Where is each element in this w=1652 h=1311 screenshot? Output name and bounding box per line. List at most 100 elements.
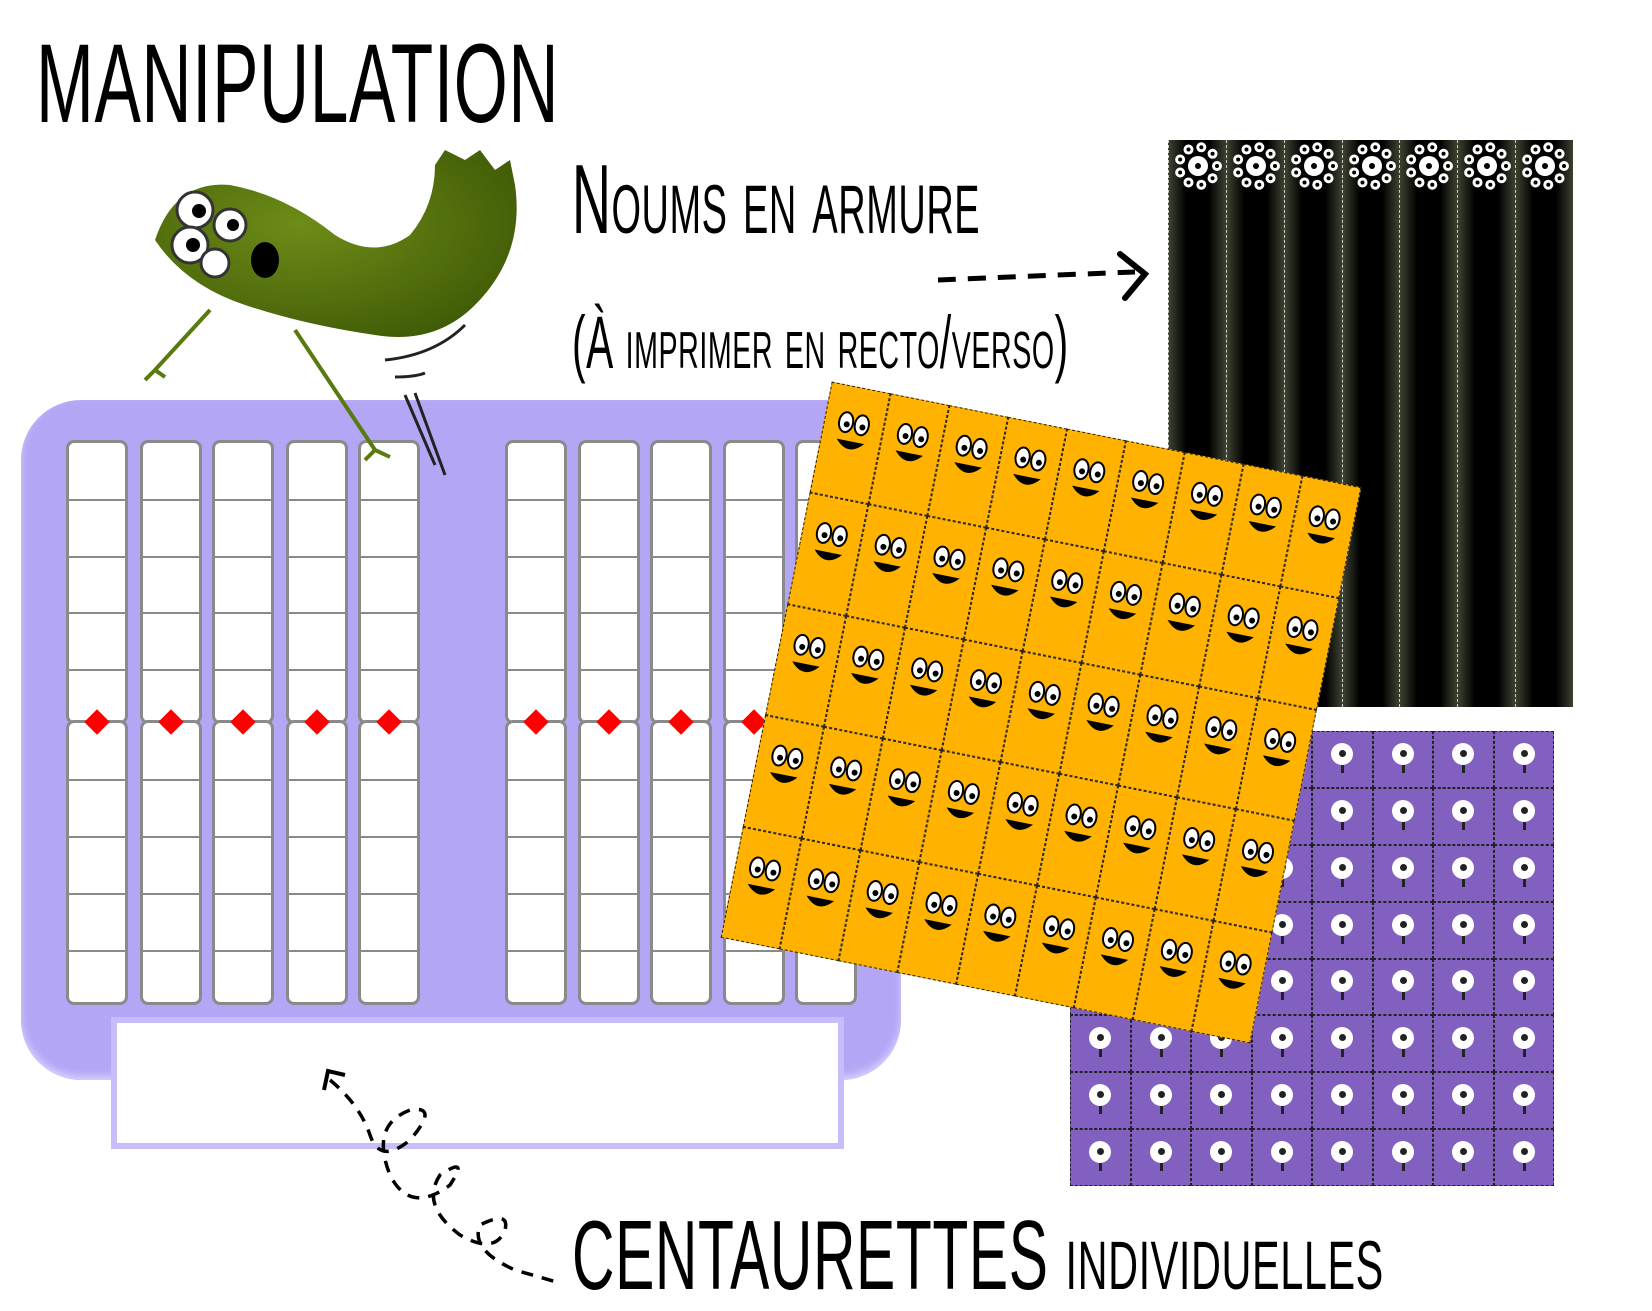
- abacus-row-divider: [215, 555, 271, 558]
- one-eyed-monster-icon: [1512, 742, 1535, 773]
- abacus-row-divider: [508, 612, 564, 615]
- smiley-card: [963, 528, 1045, 652]
- smiley-face-icon: [1285, 616, 1319, 655]
- abacus-row-divider: [143, 498, 199, 501]
- smiley-face-icon: [1218, 950, 1252, 989]
- one-eyed-monster-icon: [1391, 799, 1414, 830]
- smiley-card: [1162, 452, 1244, 576]
- one-eyed-monster-icon: [1149, 1084, 1172, 1115]
- smiley-card: [779, 838, 861, 962]
- smiley-face-icon: [895, 423, 929, 462]
- smiley-card: [1022, 539, 1104, 663]
- monster-card: [1312, 787, 1373, 845]
- one-eyed-monster-icon: [1452, 1084, 1475, 1115]
- monster-card: [1493, 1015, 1554, 1073]
- abacus-row-divider: [581, 836, 637, 838]
- abacus-row-divider: [581, 612, 637, 615]
- smiley-card: [986, 416, 1068, 540]
- abacus-row-divider: [69, 498, 125, 501]
- flower-eyes-icon: [1232, 142, 1280, 190]
- one-eyed-monster-icon: [1452, 913, 1475, 944]
- smiley-card: [1118, 674, 1200, 798]
- page-title: MANIPULATION: [36, 21, 560, 146]
- smiley-card: [1073, 896, 1155, 1020]
- one-eyed-monster-icon: [1270, 1141, 1293, 1172]
- abacus-row-divider: [653, 893, 709, 895]
- smiley-face-icon: [1130, 470, 1165, 509]
- smiley-face-icon: [1013, 446, 1047, 485]
- smiley-face-icon: [887, 768, 921, 807]
- one-eyed-monster-icon: [1331, 1027, 1354, 1058]
- monster-card: [1433, 844, 1494, 902]
- abacus-row-divider: [143, 836, 199, 838]
- abacus-row-divider: [653, 950, 709, 952]
- one-eyed-monster-icon: [1210, 1084, 1233, 1115]
- abacus-row-divider: [508, 498, 564, 501]
- monster-card: [1130, 1129, 1191, 1186]
- abacus-row-divider: [361, 893, 417, 895]
- smiley-card: [1221, 463, 1303, 587]
- armor-card: [1515, 140, 1573, 707]
- abacus-row-divider: [653, 669, 709, 672]
- monster-card: [1433, 1129, 1494, 1186]
- armor-card: [1457, 140, 1516, 707]
- abacus-column: [505, 440, 567, 724]
- abacus-row-divider: [289, 893, 345, 895]
- monster-card: [1070, 1072, 1131, 1130]
- smiley-card: [1191, 920, 1273, 1044]
- abacus-column: [212, 720, 274, 1005]
- abacus-row-divider: [361, 555, 417, 558]
- one-eyed-monster-icon: [1512, 1027, 1535, 1058]
- one-eyed-monster-icon: [1089, 1141, 1112, 1172]
- smiley-card: [838, 849, 920, 973]
- abacus-row-divider: [143, 669, 199, 672]
- dashed-arrow-right-icon: [937, 251, 1150, 301]
- abacus-row-divider: [215, 950, 271, 952]
- abacus-row-divider: [726, 555, 782, 558]
- monster-card: [1433, 958, 1494, 1016]
- print-note: (À imprimer en recto/verso): [572, 301, 1069, 384]
- one-eyed-monster-icon: [1270, 1027, 1293, 1058]
- abacus-row-divider: [215, 779, 271, 781]
- smiley-card: [1280, 475, 1362, 599]
- smiley-face-icon: [1086, 692, 1120, 731]
- smiley-face-icon: [1145, 704, 1179, 743]
- smiley-face-icon: [747, 856, 782, 895]
- smiley-card: [742, 715, 824, 839]
- abacus-row-divider: [508, 555, 564, 558]
- one-eyed-monster-icon: [1391, 856, 1414, 887]
- one-eyed-monster-icon: [1452, 970, 1475, 1001]
- smiley-card: [1037, 773, 1119, 897]
- one-eyed-monster-icon: [1512, 970, 1535, 1001]
- monster-card: [1372, 901, 1433, 959]
- abacus-row-divider: [581, 950, 637, 952]
- abacus-row-divider: [581, 893, 637, 895]
- abacus-row-divider: [508, 950, 564, 952]
- smiley-face-icon: [946, 780, 980, 819]
- smiley-face-icon: [873, 534, 907, 573]
- abacus-row-divider: [361, 950, 417, 952]
- monster-card: [1493, 844, 1554, 902]
- one-eyed-monster-icon: [1512, 1141, 1535, 1172]
- smiley-face-icon: [792, 633, 826, 672]
- smiley-face-icon: [851, 645, 885, 684]
- green-monster-illustration: [143, 150, 517, 476]
- smiley-card: [801, 726, 883, 850]
- abacus-row-divider: [581, 669, 637, 672]
- one-eyed-monster-icon: [1331, 856, 1354, 887]
- monster-card: [1493, 1129, 1554, 1186]
- smiley-card: [1199, 575, 1281, 699]
- abacus-row-divider: [143, 893, 199, 895]
- abacus-row-divider: [289, 669, 345, 672]
- abacus-row-divider: [289, 836, 345, 838]
- monster-card: [1372, 731, 1433, 788]
- abacus-row-divider: [143, 555, 199, 558]
- monster-card: [1433, 901, 1494, 959]
- monster-card: [1070, 1015, 1131, 1073]
- monster-card: [1312, 901, 1373, 959]
- one-eyed-monster-icon: [1270, 1084, 1293, 1115]
- abacus-row-divider: [143, 779, 199, 781]
- abacus-row-divider: [361, 612, 417, 615]
- abacus-row-divider: [69, 893, 125, 895]
- abacus-row-divider: [69, 836, 125, 838]
